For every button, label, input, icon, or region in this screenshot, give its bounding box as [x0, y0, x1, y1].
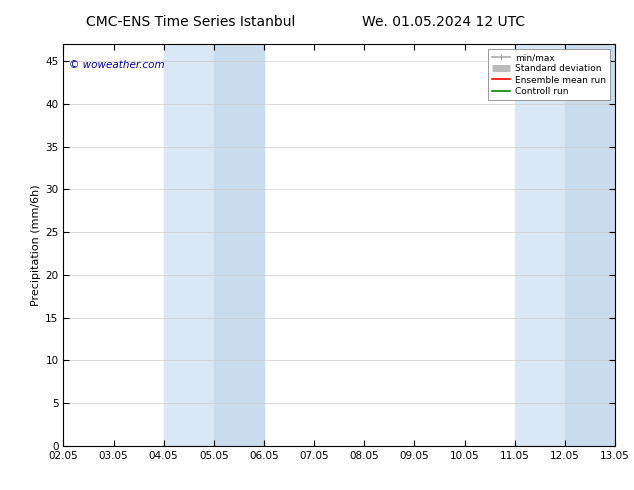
Y-axis label: Precipitation (mm/6h): Precipitation (mm/6h) [31, 184, 41, 306]
Text: © woweather.com: © woweather.com [69, 60, 165, 70]
Bar [164, 44, 264, 446]
Text: CMC-ENS Time Series Istanbul: CMC-ENS Time Series Istanbul [86, 15, 295, 29]
Bar [565, 44, 615, 446]
Bar [515, 44, 615, 446]
Legend: min/max, Standard deviation, Ensemble mean run, Controll run: min/max, Standard deviation, Ensemble me… [488, 49, 611, 100]
Bar [214, 44, 264, 446]
Text: We. 01.05.2024 12 UTC: We. 01.05.2024 12 UTC [362, 15, 526, 29]
